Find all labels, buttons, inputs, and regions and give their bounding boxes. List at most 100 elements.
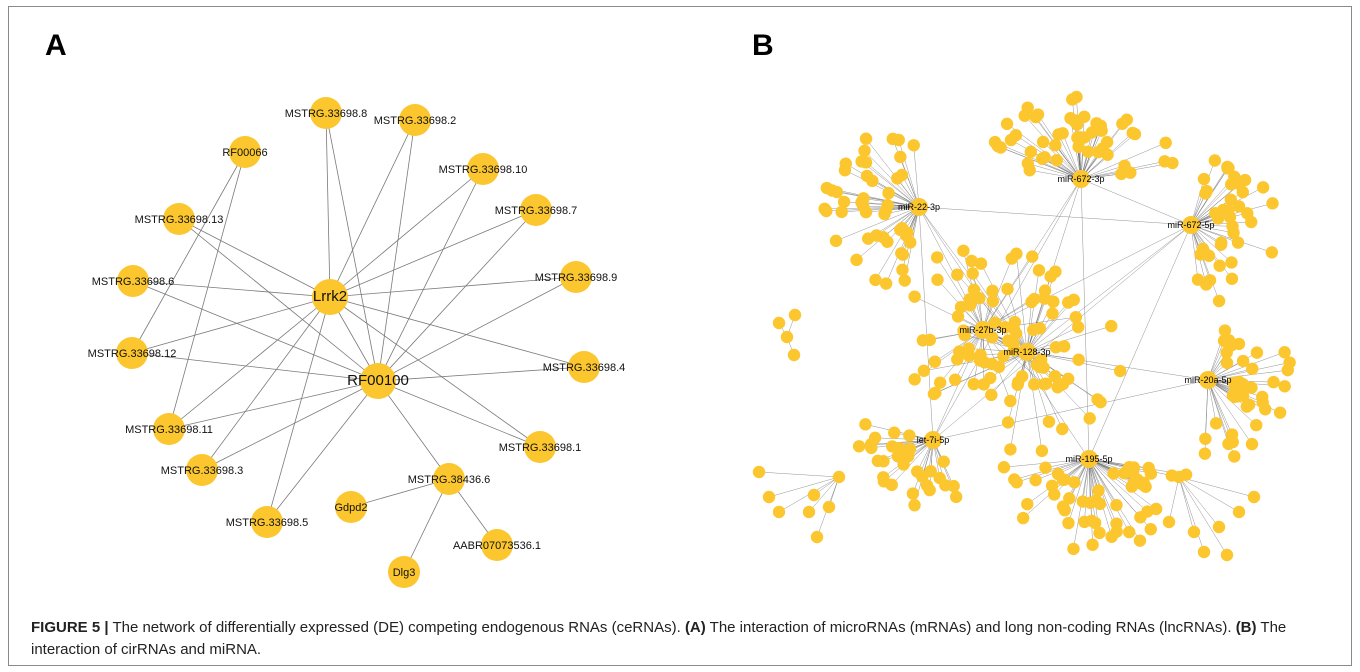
network-b-edge — [932, 178, 1082, 441]
network-a-node-label: MSTRG.33698.8 — [285, 108, 368, 120]
network-a-edge — [131, 296, 331, 354]
network-b-node — [1218, 324, 1232, 337]
network-b-node — [1092, 484, 1105, 497]
network-a-edge — [131, 151, 246, 354]
network-b-node — [958, 328, 971, 342]
network-b-node — [1061, 372, 1075, 386]
network-b-node — [951, 268, 964, 281]
network-b-node — [1052, 128, 1065, 141]
network-a-node-label: MSTRG.33698.10 — [439, 164, 528, 176]
network-b-node — [1118, 159, 1131, 172]
network-b-node — [985, 357, 999, 371]
network-b-node — [1004, 133, 1018, 147]
network-b-node — [927, 387, 941, 401]
network-b-node — [973, 354, 987, 367]
network-b-node — [928, 355, 942, 368]
network-a-edge — [329, 209, 537, 298]
network-b-node — [1047, 295, 1060, 308]
network-b-node — [886, 132, 899, 146]
network-b-node — [1004, 443, 1017, 456]
network-b-edge — [918, 206, 934, 441]
network-b-node — [916, 470, 929, 483]
network-b-edge — [1207, 379, 1229, 444]
network-a-node-label: MSTRG.33698.6 — [92, 276, 175, 288]
network-a-node-label: Dlg3 — [393, 567, 416, 579]
network-b-node — [1236, 354, 1250, 368]
network-b-node — [1009, 327, 1023, 340]
network-b-node — [1245, 215, 1258, 229]
network-b-node — [1107, 467, 1120, 480]
network-b-node — [1026, 250, 1039, 263]
network-a-edge — [329, 296, 585, 368]
network-b-node — [1225, 428, 1239, 441]
network-a-edge — [329, 119, 416, 298]
network-a-edge — [377, 119, 416, 382]
network-b-node — [1199, 432, 1212, 445]
network-b-node — [1001, 282, 1014, 296]
network-b-node — [1227, 226, 1240, 239]
network-b-node — [1048, 369, 1062, 383]
network-b-node — [908, 290, 921, 303]
network-a-node-label: Lrrk2 — [313, 288, 347, 305]
network-a-node-circle — [335, 491, 367, 523]
network-b-node — [859, 418, 872, 431]
network-a-node-circle — [310, 97, 342, 129]
network-b-edge — [1080, 178, 1090, 460]
network-b-node — [1016, 511, 1030, 525]
network-b-edge — [932, 224, 1192, 441]
network-b-node — [837, 195, 851, 209]
network-b-node — [1088, 516, 1102, 530]
network-b-node — [907, 139, 920, 152]
network-b-node — [967, 377, 980, 391]
network-a-node-circle — [116, 337, 148, 369]
network-a-node-circle — [163, 203, 195, 235]
network-a-edge — [132, 280, 379, 382]
network-b-node — [984, 371, 997, 385]
network-b-edge — [1026, 326, 1079, 353]
network-b-edge — [1026, 270, 1040, 353]
network-a-node-label: MSTRG.33698.7 — [495, 205, 578, 217]
network-b-node — [1044, 270, 1057, 283]
network-b-hub-label: miR-672-3p — [1057, 174, 1104, 184]
network-b-node — [1081, 145, 1095, 158]
network-b-edge — [1190, 224, 1232, 263]
network-a-node-circle — [229, 136, 261, 168]
network-b-node — [903, 442, 917, 455]
network-b-node — [1220, 356, 1234, 370]
caption-b-ref: (B) — [1235, 619, 1257, 636]
network-b-node — [1072, 353, 1085, 366]
network-b-node — [850, 253, 863, 267]
network-b-node — [997, 349, 1010, 363]
network-a-node: MSTRG.33698.13 — [135, 203, 223, 235]
network-b-edge — [1207, 369, 1288, 381]
network-a-node-circle — [153, 413, 185, 445]
network-a-node-label: MSTRG.33698.12 — [88, 348, 177, 360]
network-b-node — [1101, 148, 1114, 161]
network-b-edge — [933, 351, 1028, 395]
network-b-node — [1126, 126, 1139, 140]
network-b-edge — [1190, 224, 1199, 280]
network-b-node — [1062, 296, 1075, 309]
network-b-node — [1228, 450, 1241, 463]
network-b-hub: miR-672-3p — [1057, 170, 1105, 188]
network-b-node — [879, 277, 893, 290]
network-b-hub: miR-195-5p — [1065, 450, 1113, 468]
network-b-edge — [936, 257, 984, 331]
network-b-node — [1220, 548, 1234, 562]
network-b-node — [951, 353, 964, 366]
network-b-node — [1213, 259, 1226, 272]
network-b-node — [896, 248, 910, 261]
network-b-node — [933, 471, 946, 485]
network-b-node — [855, 196, 868, 209]
network-b-node — [772, 505, 786, 519]
network-a: Lrrk2 RF00100 MSTRG.33698.8 MSTRG.33698.2 RF… — [88, 97, 625, 588]
network-b-edge — [1178, 476, 1195, 533]
network-b-node — [1162, 515, 1176, 529]
network-a-edge — [377, 366, 585, 382]
network-b-nodes: miR-672-3p miR-22-3p miR-672-5p miR-27b-3p m… — [752, 90, 1296, 562]
network-b-node — [802, 505, 816, 519]
network-b-node — [948, 373, 962, 386]
network-a-node-circle — [524, 431, 556, 463]
network-b-node — [877, 475, 891, 488]
network-b-node — [1074, 131, 1087, 144]
